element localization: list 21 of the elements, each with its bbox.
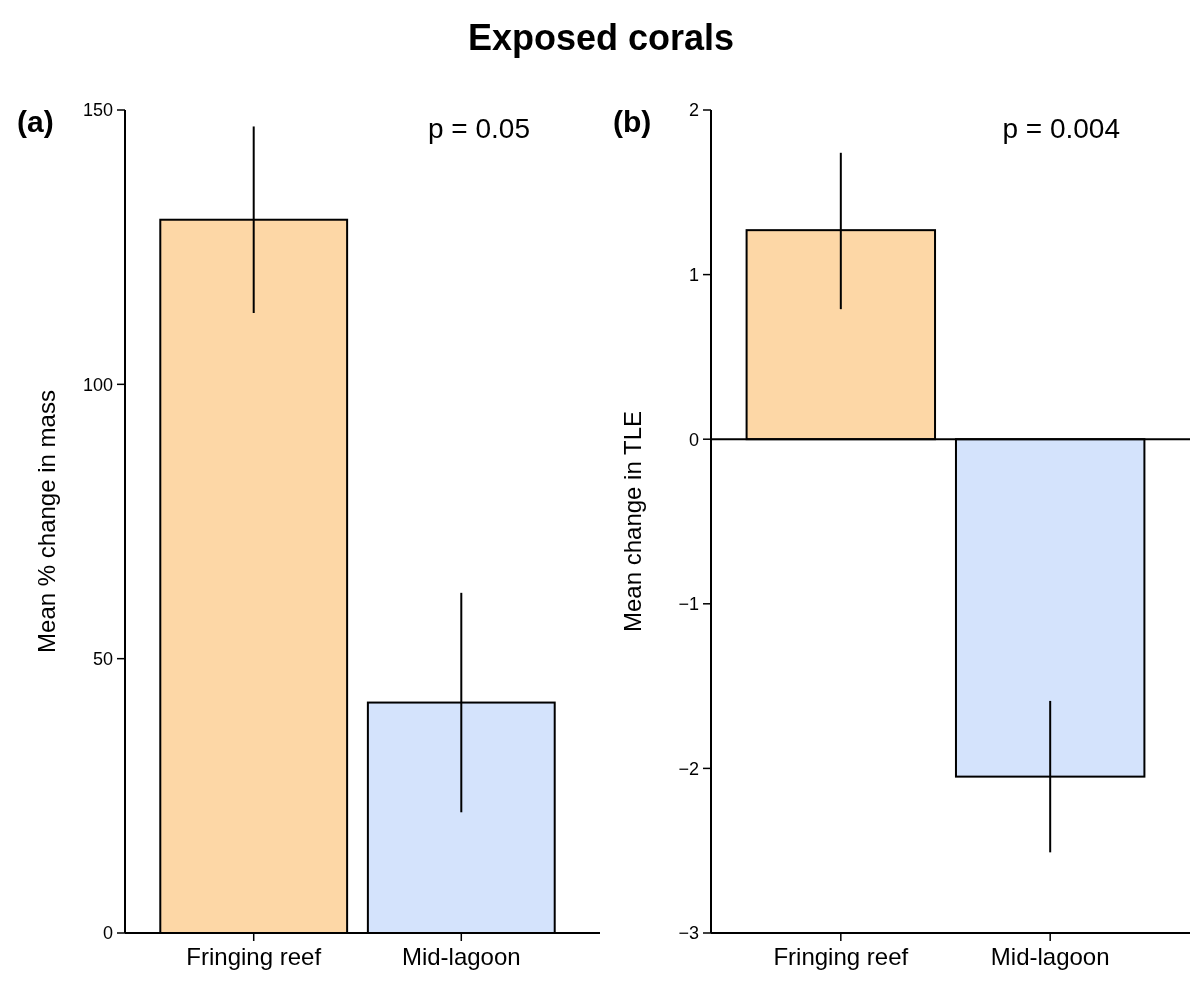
- annotation: p = 0.05: [428, 113, 530, 144]
- y-tick-label: −1: [678, 594, 699, 615]
- y-tick-label: 0: [102, 923, 113, 944]
- x-tick-label: Mid-lagoon: [990, 943, 1110, 970]
- y-axis-title: Mean change in TLE: [619, 410, 646, 633]
- y-tick-label: 2: [688, 100, 699, 121]
- x-tick-label: Mid-lagoon: [401, 943, 521, 970]
- y-tick-label: 1: [688, 264, 699, 285]
- x-tick-label: Fringing reef: [186, 943, 322, 970]
- y-tick-label: 50: [92, 648, 113, 669]
- x-tick-label: Fringing reef: [773, 943, 909, 970]
- text: (b): [613, 105, 652, 138]
- y-tick-label: 150: [82, 100, 113, 121]
- y-tick-label: −2: [678, 758, 699, 779]
- y-tick-label: −3: [678, 923, 699, 944]
- chart-title: Exposed corals: [467, 17, 735, 58]
- y-axis-title: Mean % change in mass: [33, 390, 60, 653]
- y-tick-label: 100: [82, 374, 113, 395]
- y-tick-label: 0: [688, 429, 699, 450]
- annotation: p = 0.004: [1002, 113, 1120, 144]
- text: (a): [17, 105, 54, 138]
